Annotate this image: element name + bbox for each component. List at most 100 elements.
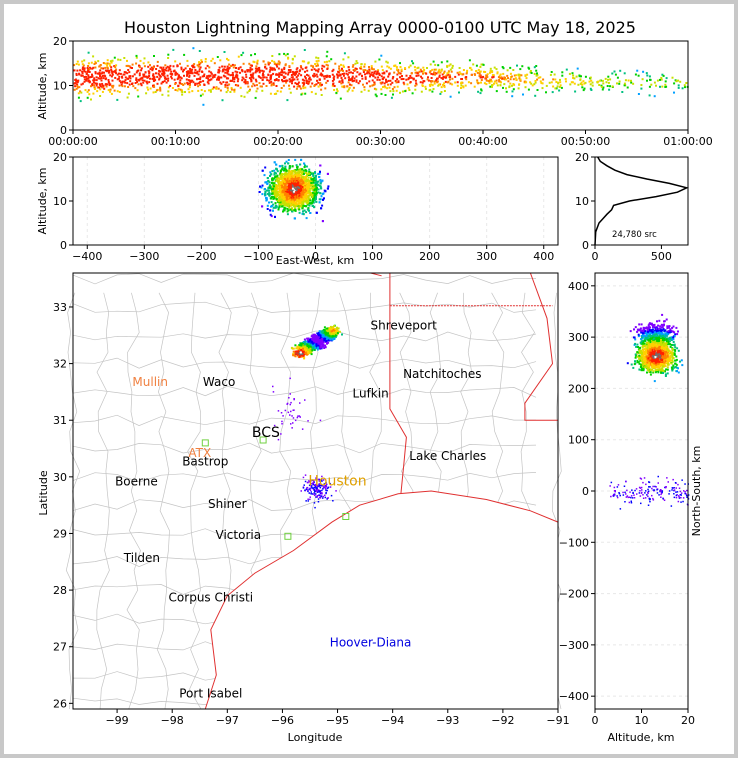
time-altitude-source <box>274 62 276 65</box>
time-altitude-source <box>509 82 512 85</box>
time-altitude-source <box>485 79 488 82</box>
east-west-source <box>281 177 284 180</box>
time-altitude-source <box>351 80 354 83</box>
time-altitude-source <box>300 93 303 96</box>
time-altitude-source <box>187 79 190 82</box>
time-altitude-source <box>264 63 267 66</box>
east-west-source <box>302 197 304 200</box>
time-altitude-source <box>393 86 396 89</box>
east-west-source <box>280 176 283 179</box>
time-altitude-source <box>186 81 189 84</box>
east-west-source <box>271 190 274 193</box>
time-altitude-source <box>582 89 585 92</box>
time-altitude-source <box>209 89 212 92</box>
east-west-source <box>326 187 329 190</box>
east-west-source <box>302 188 305 191</box>
time-altitude-source <box>180 83 183 85</box>
east-west-source <box>306 203 309 206</box>
east-west-xlabel: East-West, km <box>276 254 354 267</box>
time-altitude-source <box>80 74 83 77</box>
time-altitude-source <box>232 74 234 76</box>
time-altitude-source <box>391 77 394 80</box>
east-west-source <box>315 187 318 189</box>
east-west-source <box>304 182 307 185</box>
time-altitude-source <box>299 65 302 67</box>
time-altitude-source <box>182 70 184 73</box>
east-west-source <box>269 174 271 177</box>
time-altitude-source <box>325 55 328 58</box>
time-altitude-source <box>568 72 571 75</box>
time-altitude-source <box>531 84 534 87</box>
time-altitude-source <box>297 82 300 85</box>
time-altitude-source <box>456 84 459 87</box>
time-altitude-source <box>274 68 276 71</box>
time-altitude-source <box>460 81 463 84</box>
time-altitude-source <box>143 73 146 76</box>
east-west-source <box>295 183 298 186</box>
time-altitude-source <box>172 65 175 68</box>
east-west-source <box>261 205 264 208</box>
figure-title: Houston Lightning Mapping Array 0000-010… <box>124 18 636 37</box>
time-altitude-source <box>649 78 651 81</box>
time-altitude-source <box>198 63 201 65</box>
east-west-source <box>284 192 287 195</box>
time-altitude-source <box>433 71 435 74</box>
plan-view-source <box>294 353 297 356</box>
time-altitude-source <box>143 57 146 60</box>
east-west-source <box>309 212 312 214</box>
time-altitude-source <box>477 82 480 85</box>
time-altitude-source <box>565 80 567 83</box>
time-altitude-source <box>165 69 168 72</box>
east-west-source <box>302 169 305 172</box>
time-altitude-source <box>433 82 436 85</box>
time-altitude-source <box>148 71 151 74</box>
time-altitude-source <box>170 77 173 80</box>
time-altitude-source <box>237 68 240 70</box>
time-altitude-source <box>648 94 651 97</box>
east-west-source <box>287 204 290 207</box>
east-west-source <box>298 208 301 211</box>
time-altitude-source <box>420 90 423 93</box>
time-altitude-source <box>418 70 421 73</box>
time-altitude-source <box>438 71 441 74</box>
time-altitude-source <box>343 52 346 55</box>
time-altitude-source <box>278 61 281 64</box>
plan-view-source <box>327 341 330 344</box>
time-altitude-source <box>167 94 170 97</box>
time-altitude-source <box>530 82 533 85</box>
east-west-source <box>296 198 299 201</box>
time-altitude-source <box>249 88 251 91</box>
east-west-source <box>302 213 305 216</box>
east-west-source <box>305 205 308 208</box>
time-altitude-source <box>110 66 113 69</box>
time-altitude-source <box>104 66 107 69</box>
time-altitude-source <box>378 58 381 61</box>
time-altitude-source <box>324 75 327 78</box>
time-altitude-source <box>149 64 151 67</box>
time-altitude-source <box>317 57 320 60</box>
east-west-source <box>300 174 303 177</box>
time-altitude-source <box>443 82 446 85</box>
time-altitude-source <box>201 60 203 63</box>
time-altitude-source <box>294 82 297 85</box>
time-altitude-source <box>149 68 152 71</box>
plan-view-source <box>294 355 297 358</box>
time-altitude-source <box>374 76 377 79</box>
time-altitude-source <box>583 87 586 90</box>
east-west-source <box>269 209 272 212</box>
time-altitude-source <box>163 75 166 78</box>
east-west-source <box>288 175 291 178</box>
time-altitude-source <box>253 84 256 87</box>
time-altitude-source <box>429 63 432 66</box>
east-west-source <box>296 178 299 181</box>
time-altitude-source <box>241 79 244 82</box>
time-altitude-source <box>213 75 216 78</box>
time-altitude-source <box>407 78 410 81</box>
time-altitude-source <box>440 68 443 71</box>
time-altitude-source <box>146 76 149 79</box>
east-west-source <box>322 192 325 195</box>
time-altitude-source <box>516 64 518 67</box>
east-west-source <box>305 172 308 174</box>
east-west-source <box>311 173 314 176</box>
